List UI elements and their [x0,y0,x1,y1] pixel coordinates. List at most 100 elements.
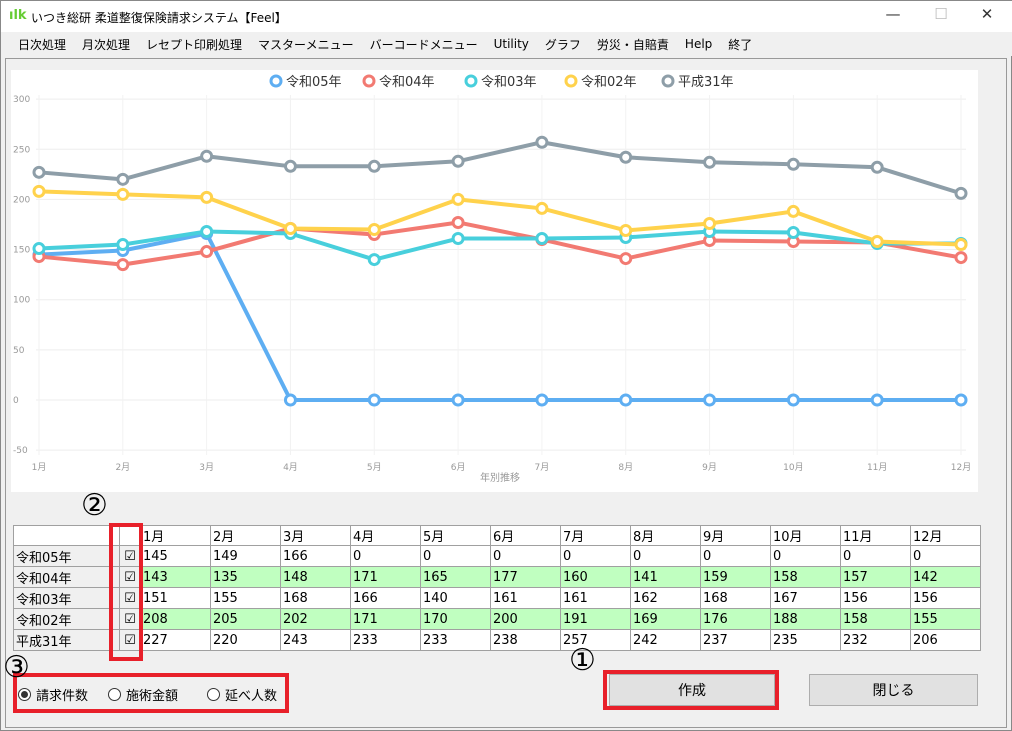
header-month: 8月 [630,525,701,546]
series-line [38,140,962,196]
menu-master[interactable]: マスターメニュー [258,37,354,52]
x-tick-label: 8月 [618,462,633,473]
table-cell: 156 [910,587,981,609]
x-tick-label: 6月 [451,462,466,473]
table-cell: 157 [840,566,911,588]
y-tick-label: 200 [13,195,30,205]
table-cell: 166 [280,545,351,567]
x-tick-label: 1月 [32,462,47,473]
table-cell: 160 [560,566,631,588]
table-cell: 171 [350,566,421,588]
maximize-button[interactable]: ☐ [934,5,948,23]
data-point [451,393,465,407]
y-tick-label: 250 [13,145,30,155]
series-line [38,189,962,247]
table-cell: 0 [630,545,701,567]
row-label: 令和04年 [13,566,120,588]
data-point [954,393,968,407]
x-tick-label: 10月 [783,462,803,473]
data-point [116,238,130,252]
minimize-button[interactable]: — [885,5,901,23]
table-cell: 156 [840,587,911,609]
table-cell: 0 [770,545,841,567]
data-point [535,232,549,246]
data-point [870,393,884,407]
menu-barcode[interactable]: バーコードメニュー [369,37,478,52]
menu-receipt-print[interactable]: レセプト印刷処理 [146,37,243,52]
data-point [703,216,717,230]
header-month: 5月 [420,525,491,546]
x-axis-label: 年別推移 [480,471,520,484]
legend-label: 平成31年 [678,75,734,90]
header-month: 3月 [280,525,351,546]
menu-rousai[interactable]: 労災・自賠責 [596,37,669,52]
row-checkbox[interactable]: ☑ [119,545,141,567]
menu-graph[interactable]: グラフ [544,37,581,52]
legend-marker-icon [362,74,376,88]
menu-bar: 日次処理 月次処理 レセプト印刷処理 マスターメニュー バーコードメニュー Ut… [1,32,1012,56]
x-tick-label: 12月 [951,462,971,473]
table-cell: 0 [490,545,561,567]
table-row: 令和04年 ☑ 143 135 148 171 165 177 160 141 159 158 157 1… [13,566,981,588]
data-point [116,258,130,272]
annotation-box-checkboxes [109,523,143,661]
menu-daily[interactable]: 日次処理 [18,37,67,52]
table-cell: 257 [560,629,631,651]
table-cell: 202 [280,608,351,630]
radio-label: 延べ人数 [225,689,278,704]
y-tick-label: 100 [13,296,30,306]
data-point [619,223,633,237]
table-cell: 235 [770,629,841,651]
row-label: 令和03年 [13,587,120,609]
row-checkbox[interactable]: ☑ [119,587,141,609]
header-month: 1月 [140,525,211,546]
menu-exit[interactable]: 終了 [728,37,753,52]
main-frame [5,58,1007,728]
data-point [200,224,214,238]
table-cell: 233 [420,629,491,651]
radio-claim-count[interactable]: 請求件数 [18,685,88,704]
series-line [38,229,961,262]
header-month: 2月 [210,525,281,546]
radio-total-persons[interactable]: 延べ人数 [207,685,277,704]
data-point [703,155,717,169]
row-checkbox[interactable]: ☑ [119,629,141,651]
table-cell: 142 [910,566,981,588]
data-point [32,165,46,179]
menu-utility[interactable]: Utility [493,37,529,51]
x-tick-label: 9月 [702,462,717,473]
data-point [870,160,884,174]
menu-help[interactable]: Help [684,37,713,51]
data-point [535,393,549,407]
data-point [200,245,214,259]
row-checkbox[interactable]: ☑ [119,566,141,588]
legend-marker-icon [661,74,675,88]
line-chart: -50 0 50 100 150 200 250 300 1月 2月 3月 4月 5月 6月 7月 8月 9月 1… [11,70,978,492]
data-point [619,252,633,266]
header-month: 12月 [910,525,981,546]
table-cell: 161 [560,587,631,609]
data-point [535,201,549,215]
close-button[interactable]: 閉じる [809,674,978,706]
y-tick-label: 300 [13,95,30,105]
radio-treatment-amount[interactable]: 施術金額 [108,685,178,704]
series-line [38,220,962,267]
data-point [32,242,46,256]
menu-monthly[interactable]: 月次処理 [82,37,131,52]
table-cell: 0 [840,545,911,567]
table-cell: 141 [630,566,701,588]
table-cell: 165 [420,566,491,588]
legend-label: 令和03年 [481,75,537,90]
create-button[interactable]: 作成 [609,674,775,706]
data-point [367,222,381,236]
data-point [367,253,381,267]
table-cell: 188 [770,608,841,630]
data-point [367,159,381,173]
header-month: 11月 [840,525,911,546]
close-window-button[interactable]: ✕ [980,5,994,23]
table-cell: 159 [700,566,771,588]
data-point [451,232,465,246]
legend-label: 令和04年 [379,75,435,90]
table-cell: 158 [840,608,911,630]
annotation-number-1: ① [569,643,596,678]
